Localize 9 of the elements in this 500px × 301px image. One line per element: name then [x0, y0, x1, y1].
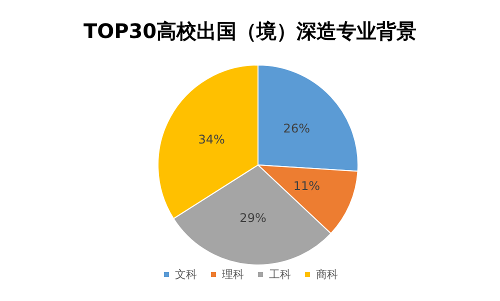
- data-label: 11%: [293, 179, 320, 194]
- legend-label: 工科: [269, 268, 291, 281]
- legend-label: 文科: [175, 268, 197, 281]
- data-label: 29%: [240, 210, 266, 225]
- legend-label: 商科: [316, 268, 338, 281]
- chart-title: TOP30高校出国（境）深造专业背景: [83, 19, 417, 43]
- data-label: 26%: [283, 122, 310, 136]
- legend-label: 理科: [222, 268, 244, 281]
- data-label: 34%: [198, 132, 225, 146]
